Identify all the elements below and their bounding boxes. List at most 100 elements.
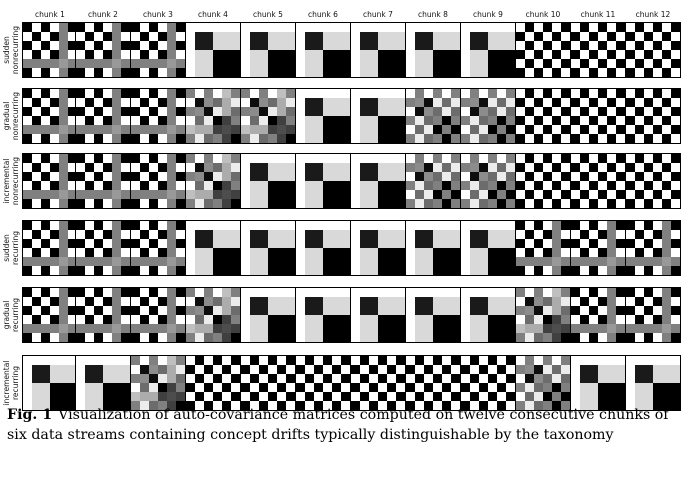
matrix-cell (671, 356, 680, 365)
matrix-cell (497, 89, 506, 98)
matrix-cell (433, 374, 442, 383)
row-label-line-1: incremental (2, 158, 11, 204)
matrix-cell (68, 98, 77, 107)
matrix-cell (112, 288, 121, 297)
matrix-cell (59, 356, 68, 365)
matrix-cell (158, 32, 167, 41)
matrix-cell (525, 257, 534, 266)
matrix-cell (296, 306, 305, 315)
matrix-cell (286, 288, 295, 297)
matrix-cell (653, 288, 662, 297)
matrix-cell (59, 190, 68, 199)
matrix-cell (50, 266, 59, 275)
matrix-cell (323, 199, 332, 208)
matrix-cell (461, 181, 470, 190)
matrix-cell (103, 266, 112, 275)
matrix-cell (250, 239, 259, 248)
covariance-matrix (405, 22, 461, 78)
matrix-cell (635, 392, 644, 401)
matrix-cell (268, 59, 277, 68)
matrix-cell (158, 98, 167, 107)
matrix-cell (360, 257, 369, 266)
matrix-cell (433, 163, 442, 172)
matrix-cell (250, 288, 259, 297)
matrix-cell (589, 221, 598, 230)
matrix-cell (131, 248, 140, 257)
matrix-cell (204, 266, 213, 275)
matrix-cell (176, 41, 185, 50)
matrix-cell (112, 315, 121, 324)
matrix-cell (616, 23, 625, 32)
matrix-cell (112, 89, 121, 98)
matrix-cell (616, 392, 625, 401)
matrix-cell (286, 365, 295, 374)
row-label-line-2: nonrecurring (11, 156, 20, 206)
covariance-matrix (515, 287, 571, 343)
matrix-cell (378, 392, 387, 401)
matrix-cell (121, 333, 130, 342)
matrix-cell (644, 107, 653, 116)
matrix-cell (222, 401, 231, 410)
matrix-cell (332, 32, 341, 41)
matrix-cell (644, 230, 653, 239)
matrix-cell (534, 392, 543, 401)
matrix-cell (488, 333, 497, 342)
matrix-cell (387, 374, 396, 383)
matrix-cell (167, 199, 176, 208)
matrix-cell (488, 172, 497, 181)
matrix-cell (635, 23, 644, 32)
matrix-cell (250, 306, 259, 315)
matrix-cell (140, 89, 149, 98)
matrix-cell (167, 116, 176, 125)
matrix-cell (250, 392, 259, 401)
matrix-cell (378, 134, 387, 143)
matrix-cell (525, 266, 534, 275)
matrix-cell (277, 374, 286, 383)
matrix-cell (571, 199, 580, 208)
matrix-cell (250, 107, 259, 116)
matrix-cell (516, 297, 525, 306)
covariance-matrix (625, 153, 681, 209)
matrix-cell (479, 154, 488, 163)
matrix-cell (671, 248, 680, 257)
matrix-cell (369, 98, 378, 107)
matrix-cell (369, 199, 378, 208)
matrix-cell (378, 89, 387, 98)
matrix-cell (277, 315, 286, 324)
matrix-cell (131, 32, 140, 41)
matrix-cell (259, 32, 268, 41)
matrix-cell (149, 41, 158, 50)
matrix-cell (241, 324, 250, 333)
matrix-cell (332, 324, 341, 333)
matrix-cell (167, 163, 176, 172)
matrix-cell (85, 116, 94, 125)
matrix-cell (571, 365, 580, 374)
matrix-cell (213, 356, 222, 365)
matrix-cell (415, 181, 424, 190)
matrix-cell (561, 221, 570, 230)
matrix-cell (442, 116, 451, 125)
matrix-cell (195, 297, 204, 306)
matrix-cell (479, 365, 488, 374)
matrix-cell (158, 374, 167, 383)
matrix-cell (131, 116, 140, 125)
matrix-cell (277, 248, 286, 257)
covariance-matrix (460, 220, 516, 276)
matrix-cell (286, 190, 295, 199)
matrix-cell (23, 230, 32, 239)
matrix-cell (497, 172, 506, 181)
matrix-cell (158, 134, 167, 143)
matrix-cell (552, 383, 561, 392)
matrix-cell (204, 89, 213, 98)
matrix-cell (635, 221, 644, 230)
matrix-cell (332, 306, 341, 315)
matrix-cell (277, 181, 286, 190)
matrix-cell (121, 306, 130, 315)
matrix-cell (387, 181, 396, 190)
matrix-cell (85, 98, 94, 107)
matrix-cell (85, 221, 94, 230)
matrix-cell (580, 50, 589, 59)
matrix-cell (351, 221, 360, 230)
matrix-cell (32, 297, 41, 306)
matrix-cell (158, 288, 167, 297)
